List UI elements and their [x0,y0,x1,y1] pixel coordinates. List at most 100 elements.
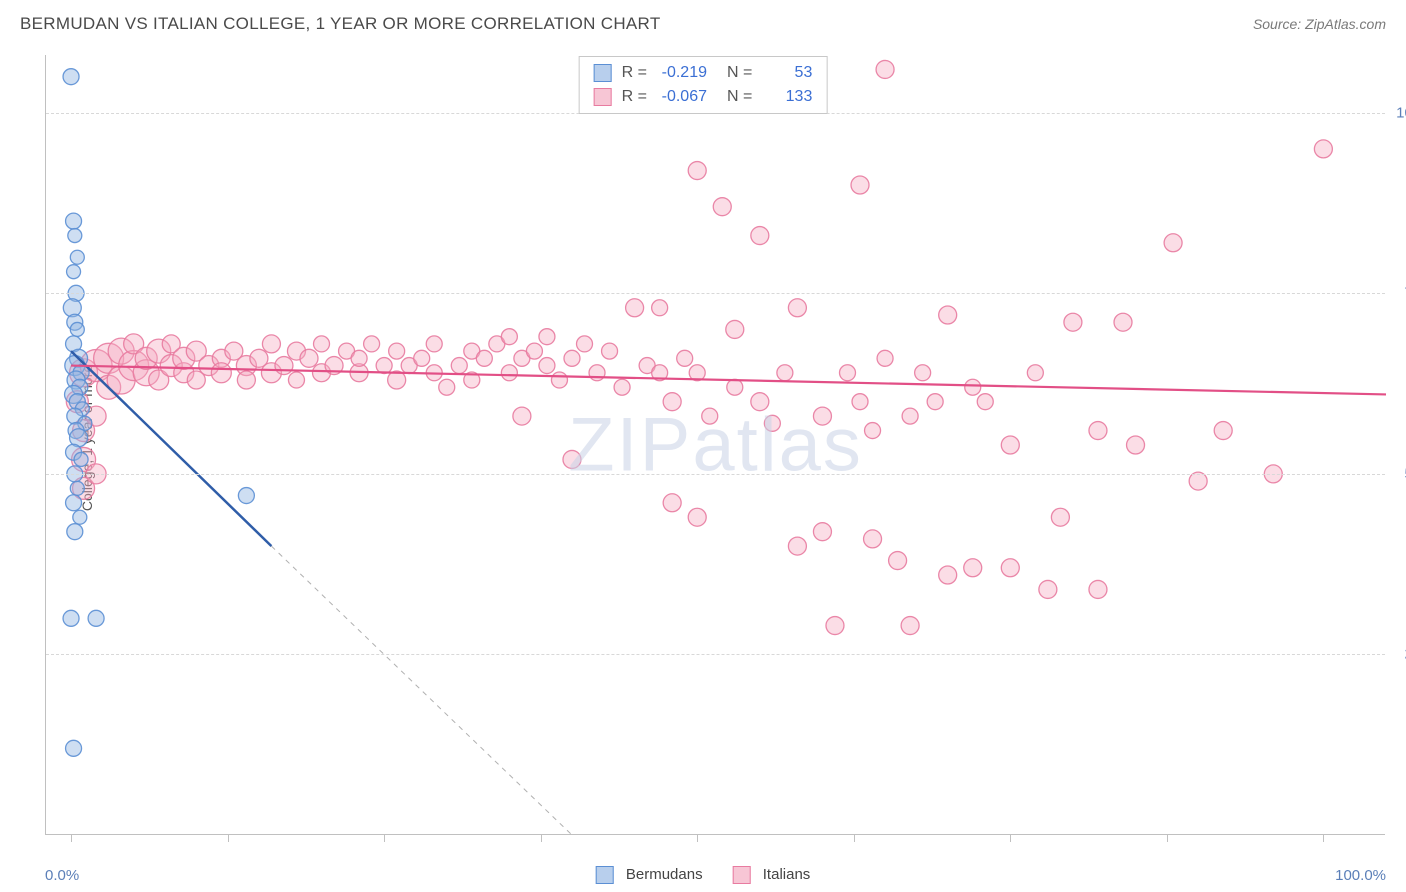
x-tick [228,834,229,842]
x-tick [1167,834,1168,842]
scatter-point [663,494,681,512]
scatter-point [813,407,831,425]
scatter-point [1039,580,1057,598]
scatter-point [915,365,931,381]
chart-title: BERMUDAN VS ITALIAN COLLEGE, 1 YEAR OR M… [20,14,661,34]
scatter-point [389,343,405,359]
scatter-point [426,336,442,352]
scatter-point [67,524,83,540]
scatter-point [1089,422,1107,440]
x-tick [854,834,855,842]
bermudans-n-value: 53 [762,61,812,85]
source-label: Source: ZipAtlas.com [1253,16,1386,32]
x-tick [1323,834,1324,842]
scatter-point [839,365,855,381]
scatter-point [865,423,881,439]
n-label: N = [727,85,752,109]
scatter-point [788,299,806,317]
scatter-point [826,617,844,635]
scatter-point [414,350,430,366]
x-tick [384,834,385,842]
bermudans-r-value: -0.219 [657,61,707,85]
r-label: R = [622,61,647,85]
italians-r-value: -0.067 [657,85,707,109]
scatter-point [66,213,82,229]
scatter-point [852,394,868,410]
r-label: R = [622,85,647,109]
scatter-point [577,336,593,352]
scatter-point [439,379,455,395]
scatter-point [889,552,907,570]
scatter-point [364,336,380,352]
scatter-point [939,566,957,584]
italians-legend-swatch-icon [733,866,751,884]
italians-n-value: 133 [762,85,812,109]
scatter-point [1001,436,1019,454]
scatter-point [351,350,367,366]
y-tick-label: 100.0% [1396,104,1406,121]
scatter-point [977,394,993,410]
scatter-point [564,350,580,366]
scatter-point [663,393,681,411]
x-tick [1010,834,1011,842]
italians-swatch-icon [594,88,612,106]
gridline-h [46,654,1385,655]
scatter-point [262,335,280,353]
n-label: N = [727,61,752,85]
scatter-point [726,320,744,338]
scatter-point [751,227,769,245]
scatter-point [751,393,769,411]
stats-legend-box: R = -0.219 N = 53 R = -0.067 N = 133 [579,56,828,114]
scatter-point [1214,422,1232,440]
scatter-point [563,450,581,468]
scatter-point [526,343,542,359]
scatter-point [73,510,87,524]
scatter-point [1114,313,1132,331]
x-axis-max-label: 100.0% [1335,867,1386,884]
legend-item-italians: Italians [733,866,811,884]
scatter-point [238,488,254,504]
scatter-point [851,176,869,194]
scatter-point [66,740,82,756]
x-tick [541,834,542,842]
scatter-plot-svg [46,55,1385,834]
scatter-point [68,229,82,243]
scatter-point [864,530,882,548]
bermudans-legend-label: Bermudans [626,866,703,883]
scatter-point [211,363,231,383]
scatter-point [376,358,392,374]
scatter-point [1164,234,1182,252]
scatter-point [1027,365,1043,381]
scatter-point [237,371,255,389]
scatter-point [876,60,894,78]
scatter-point [300,349,318,367]
scatter-point [513,407,531,425]
bermudans-trend-extension [271,546,572,835]
scatter-point [63,69,79,85]
x-tick [697,834,698,842]
bottom-legend: Bermudans Italians [596,866,811,884]
scatter-point [764,415,780,431]
bermudans-legend-swatch-icon [596,866,614,884]
scatter-point [965,379,981,395]
scatter-point [314,336,330,352]
scatter-point [1051,508,1069,526]
scatter-point [551,372,567,388]
scatter-point [539,358,555,374]
scatter-point [927,394,943,410]
scatter-point [288,372,304,388]
x-axis-min-label: 0.0% [45,867,79,884]
scatter-point [501,329,517,345]
scatter-point [1089,580,1107,598]
scatter-point [63,610,79,626]
scatter-point [602,343,618,359]
scatter-point [688,508,706,526]
legend-item-bermudans: Bermudans [596,866,703,884]
bermudans-swatch-icon [594,64,612,82]
gridline-h [46,293,1385,294]
scatter-point [67,265,81,279]
scatter-point [70,481,84,495]
scatter-point [70,322,84,336]
italians-legend-label: Italians [763,866,811,883]
gridline-h [46,474,1385,475]
